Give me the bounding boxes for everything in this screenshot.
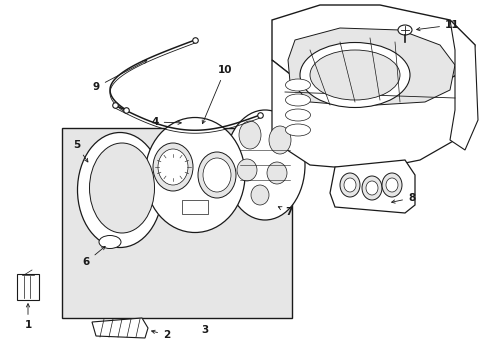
Ellipse shape	[285, 109, 310, 121]
Ellipse shape	[266, 162, 286, 184]
Ellipse shape	[309, 50, 399, 100]
Ellipse shape	[99, 235, 121, 248]
FancyBboxPatch shape	[17, 274, 39, 300]
Text: 6: 6	[82, 246, 105, 267]
Text: 2: 2	[151, 330, 170, 340]
Text: 3: 3	[201, 325, 208, 335]
Polygon shape	[271, 5, 474, 88]
Ellipse shape	[285, 124, 310, 136]
Ellipse shape	[237, 159, 257, 181]
Ellipse shape	[385, 178, 397, 192]
Text: 4: 4	[151, 117, 181, 127]
Ellipse shape	[77, 132, 162, 248]
Text: 1: 1	[24, 304, 32, 330]
Polygon shape	[329, 160, 414, 213]
Polygon shape	[287, 28, 454, 106]
Ellipse shape	[239, 121, 261, 149]
Ellipse shape	[397, 25, 411, 35]
FancyBboxPatch shape	[62, 128, 291, 318]
Ellipse shape	[381, 173, 401, 197]
Ellipse shape	[89, 143, 154, 233]
Ellipse shape	[339, 173, 359, 197]
Ellipse shape	[285, 94, 310, 106]
Ellipse shape	[145, 117, 244, 233]
Ellipse shape	[285, 79, 310, 91]
Ellipse shape	[158, 149, 187, 185]
FancyBboxPatch shape	[182, 200, 207, 214]
Polygon shape	[92, 318, 148, 338]
Ellipse shape	[203, 158, 230, 192]
Text: 9: 9	[93, 60, 146, 92]
Ellipse shape	[153, 143, 193, 191]
Ellipse shape	[343, 178, 355, 192]
Text: 5: 5	[73, 140, 88, 162]
Text: 11: 11	[416, 20, 459, 31]
Text: 8: 8	[391, 193, 414, 203]
Ellipse shape	[250, 185, 268, 205]
Text: 10: 10	[202, 65, 232, 124]
Ellipse shape	[299, 42, 409, 108]
Ellipse shape	[365, 181, 377, 195]
Ellipse shape	[268, 126, 290, 154]
Ellipse shape	[361, 176, 381, 200]
Ellipse shape	[224, 110, 305, 220]
Polygon shape	[271, 60, 469, 170]
Text: 7: 7	[278, 207, 292, 217]
Ellipse shape	[198, 152, 236, 198]
Polygon shape	[449, 20, 477, 150]
